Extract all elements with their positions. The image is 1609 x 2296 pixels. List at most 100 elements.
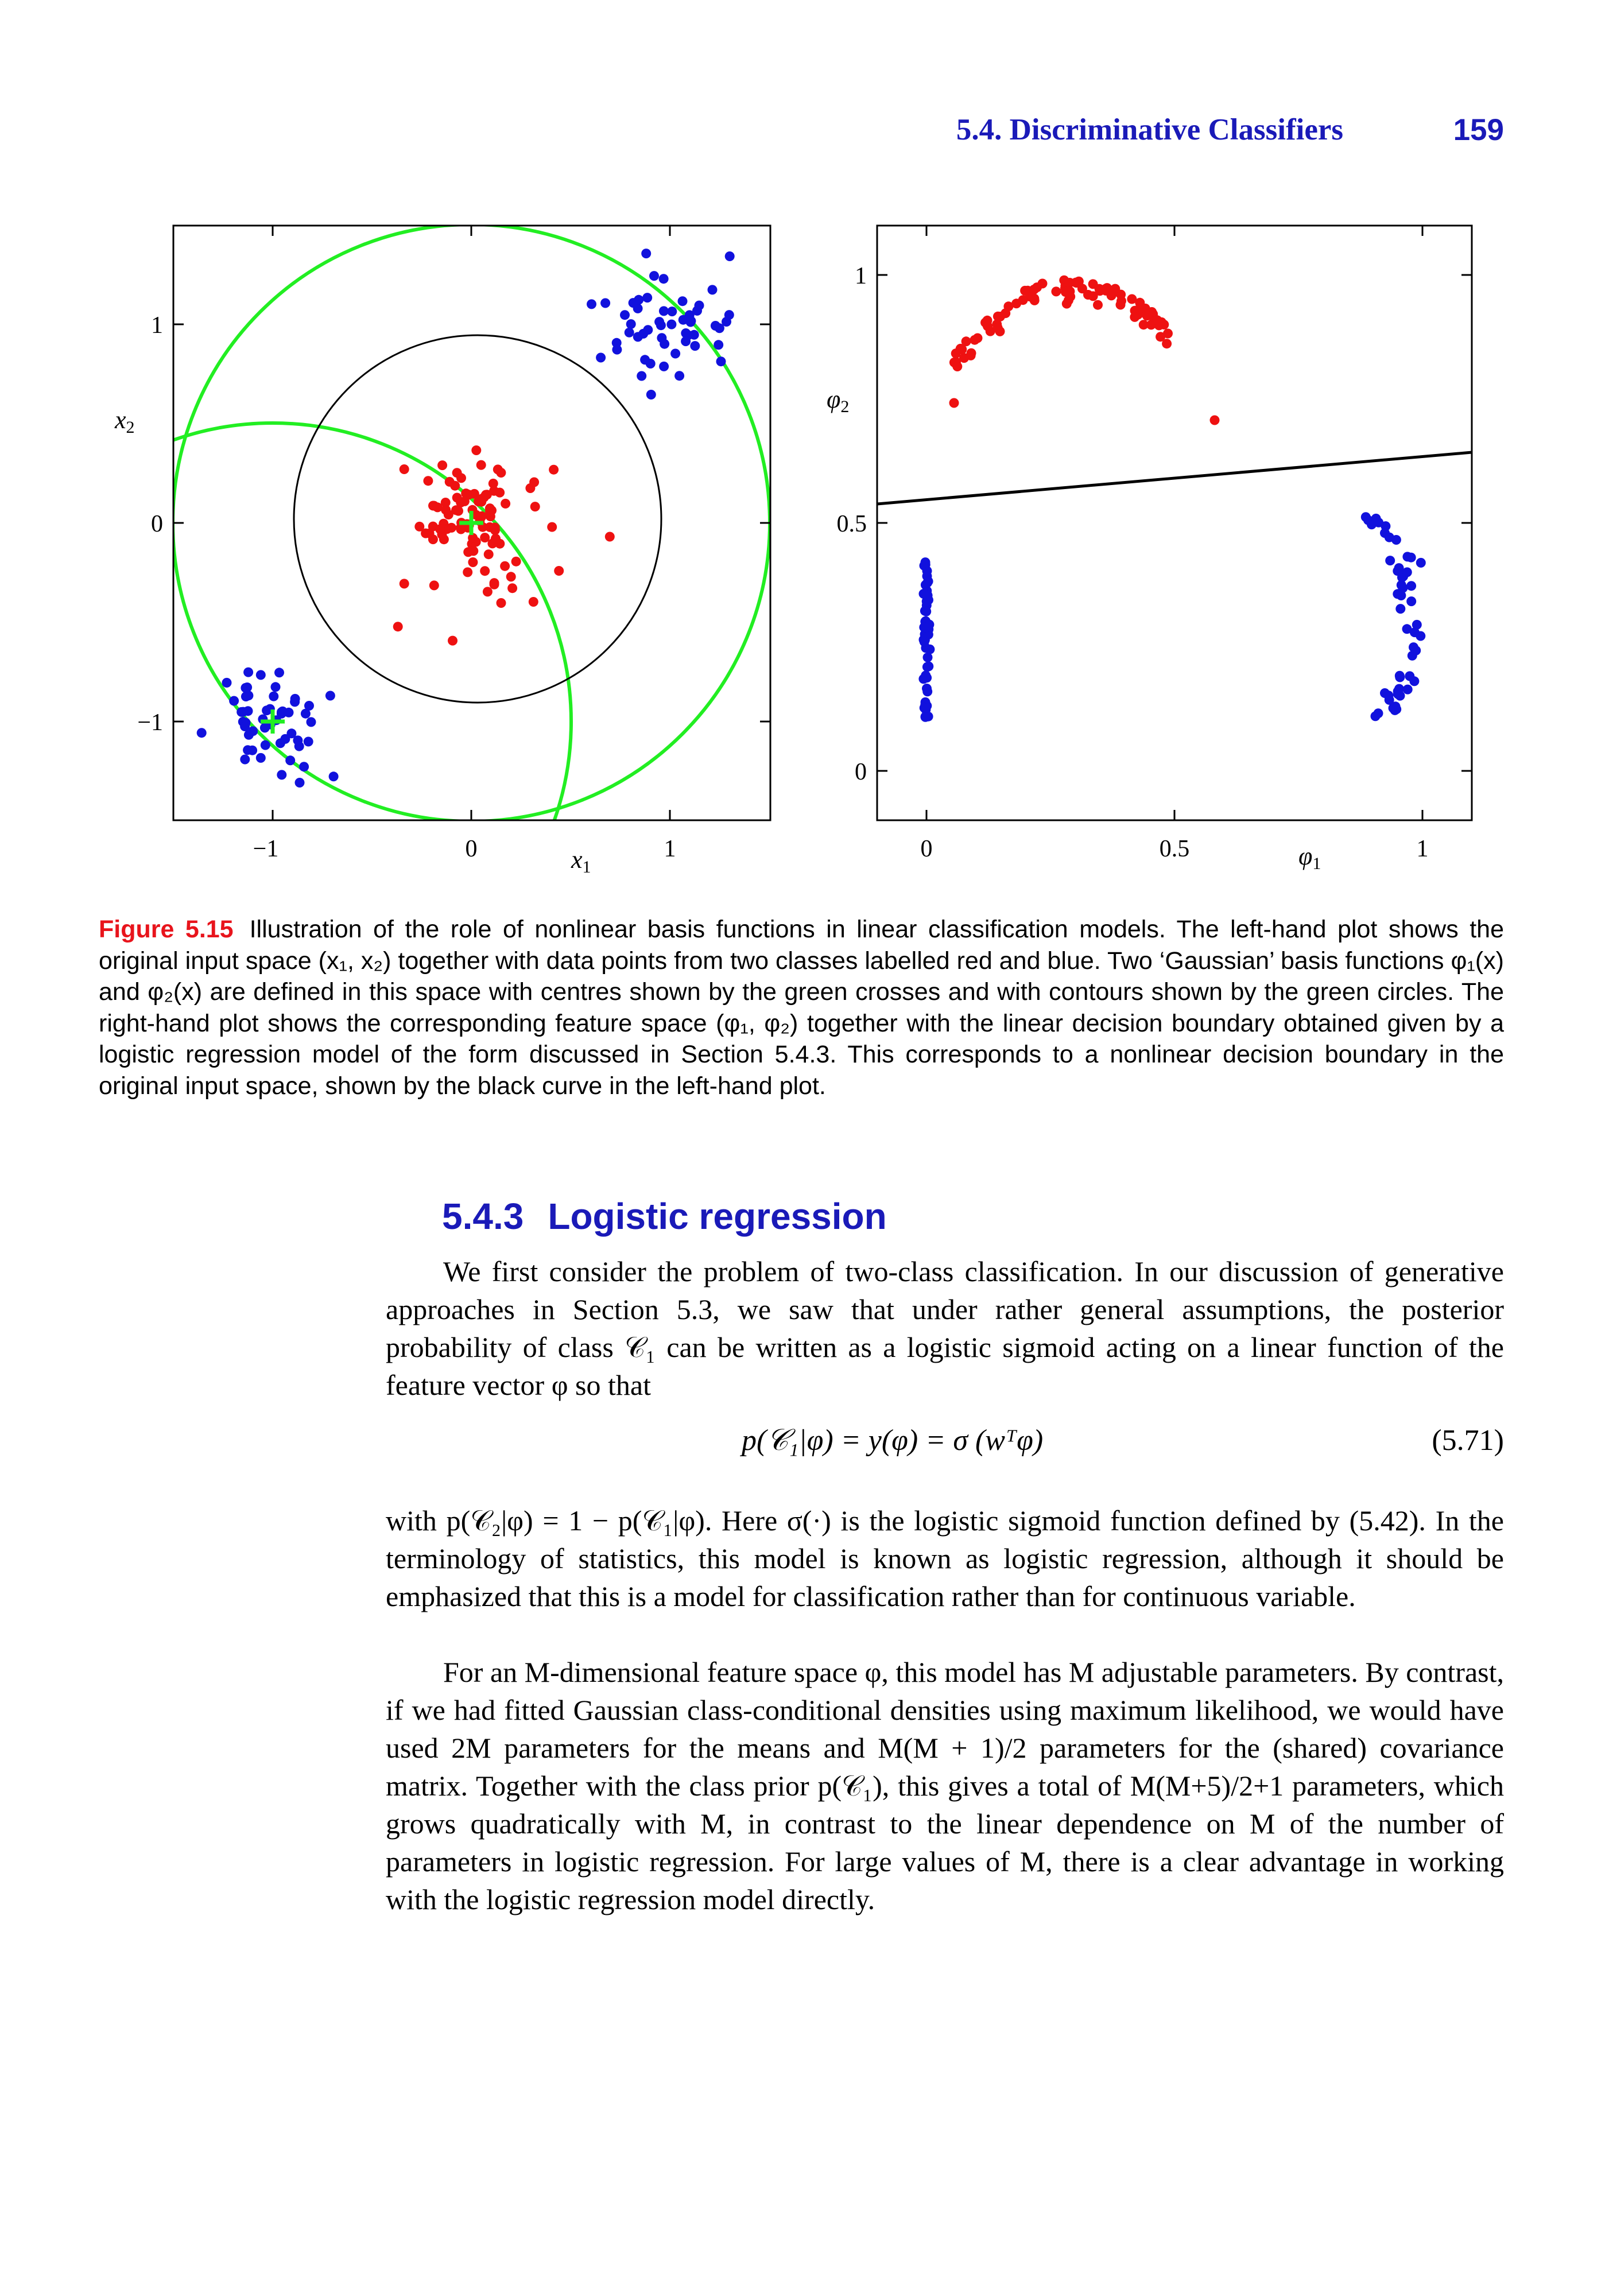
paragraph-1-text: We first consider the problem of two-cla… — [386, 1255, 1504, 1401]
blue-data-point — [285, 755, 296, 766]
red-data-point — [547, 522, 557, 532]
red-data-point — [452, 492, 462, 503]
blue-data-point — [666, 319, 677, 329]
blue-data-point — [645, 359, 656, 369]
blue-data-point — [714, 340, 724, 350]
blue-data-point — [1416, 557, 1426, 568]
red-data-point — [529, 477, 540, 487]
blue-data-point — [243, 691, 254, 701]
blue-data-point — [1409, 627, 1420, 638]
blue-data-point — [1395, 672, 1405, 682]
red-data-point — [496, 598, 506, 608]
paragraph-1: We first consider the problem of two-cla… — [386, 1252, 1504, 1404]
section-number: 5.4.3 — [442, 1196, 524, 1237]
red-data-point — [1138, 320, 1149, 330]
blue-data-point — [922, 652, 933, 662]
left-xtick-label: 0 — [466, 836, 478, 862]
figure-caption: Figure 5.15 Illustration of the role of n… — [99, 914, 1504, 1102]
blue-data-point — [255, 753, 266, 763]
red-data-point — [423, 476, 433, 486]
red-data-point — [604, 532, 615, 542]
red-data-point — [480, 533, 490, 543]
right-ytick-label: 1 — [855, 263, 867, 289]
page-number: 159 — [1453, 113, 1504, 147]
blue-data-point — [1363, 515, 1373, 525]
blue-data-point — [920, 712, 930, 722]
blue-data-point — [243, 706, 253, 716]
red-data-point — [456, 524, 466, 534]
blue-data-point — [229, 696, 239, 706]
blue-data-point — [1409, 642, 1418, 653]
blue-data-point — [674, 371, 685, 381]
blue-data-point — [694, 300, 704, 311]
red-data-point — [1037, 278, 1048, 289]
basis-contour-2 — [173, 421, 573, 820]
blue-data-point — [325, 691, 335, 701]
red-data-point — [452, 468, 462, 478]
blue-data-point — [240, 722, 250, 731]
red-data-point — [464, 490, 474, 500]
blue-data-point — [710, 321, 720, 331]
blue-data-point — [690, 341, 700, 351]
decision-boundary-curve — [293, 334, 662, 704]
red-data-point — [463, 567, 473, 577]
blue-data-point — [284, 707, 294, 718]
blue-data-point — [922, 590, 933, 600]
red-data-point — [483, 549, 494, 560]
blue-data-point — [716, 356, 726, 367]
blue-data-point — [724, 310, 734, 320]
red-data-point — [1130, 312, 1140, 322]
red-data-point — [1209, 415, 1220, 425]
blue-data-point — [641, 249, 652, 259]
red-data-point — [429, 580, 439, 591]
blue-data-point — [304, 701, 314, 711]
red-data-point — [448, 635, 458, 646]
blue-data-point — [612, 344, 622, 355]
red-data-point — [1100, 284, 1111, 294]
red-data-point — [1162, 339, 1172, 349]
left-ytick-label: −1 — [137, 709, 163, 736]
red-data-point — [1116, 296, 1126, 306]
left-xtick-label: −1 — [253, 836, 279, 862]
red-data-point — [528, 597, 538, 607]
left-plot: −1 0 1 1 0 −1 x1 x2 — [114, 224, 771, 876]
paragraph-2-text: with p(𝒞₂|φ) = 1 − p(𝒞₁|φ). Here σ(·) is… — [386, 1504, 1504, 1612]
blue-data-point — [658, 306, 669, 316]
blue-data-point — [724, 251, 735, 261]
blue-data-point — [646, 390, 656, 400]
blue-data-point — [624, 327, 634, 338]
blue-data-point — [587, 299, 596, 309]
red-data-point — [1051, 286, 1061, 297]
red-data-point — [435, 524, 445, 534]
red-data-point — [447, 522, 456, 533]
blue-data-point — [294, 741, 304, 751]
red-data-point — [441, 505, 451, 515]
right-xlabel: φ1 — [1298, 842, 1321, 873]
red-data-point — [1071, 278, 1081, 288]
red-data-point — [952, 362, 963, 371]
red-data-point — [484, 503, 495, 514]
left-ytick-label: 1 — [151, 312, 163, 339]
left-data-points — [196, 249, 735, 788]
basis-centre-cross-2 — [261, 709, 285, 734]
blue-data-point — [1383, 691, 1394, 701]
blue-data-point — [1406, 581, 1417, 591]
blue-data-point — [657, 333, 667, 343]
paragraph-3: For an M-dimensional feature space φ, th… — [386, 1653, 1504, 1918]
blue-data-point — [925, 644, 935, 654]
blue-data-point — [667, 307, 677, 317]
blue-data-point — [634, 294, 644, 305]
blue-data-point — [922, 566, 932, 576]
blue-data-point — [1395, 604, 1406, 614]
blue-data-point — [243, 667, 254, 677]
blue-data-point — [620, 310, 630, 320]
blue-data-point — [277, 770, 287, 780]
right-ylabel: φ2 — [827, 385, 849, 416]
red-data-point — [414, 521, 425, 532]
red-data-point — [511, 556, 521, 567]
right-plot: 0 0.5 1 1 0.5 0 φ1 φ2 — [827, 224, 1473, 873]
red-data-point — [1061, 298, 1072, 309]
red-data-point — [482, 490, 492, 500]
blue-data-point — [222, 677, 232, 688]
blue-data-point — [1394, 563, 1404, 573]
